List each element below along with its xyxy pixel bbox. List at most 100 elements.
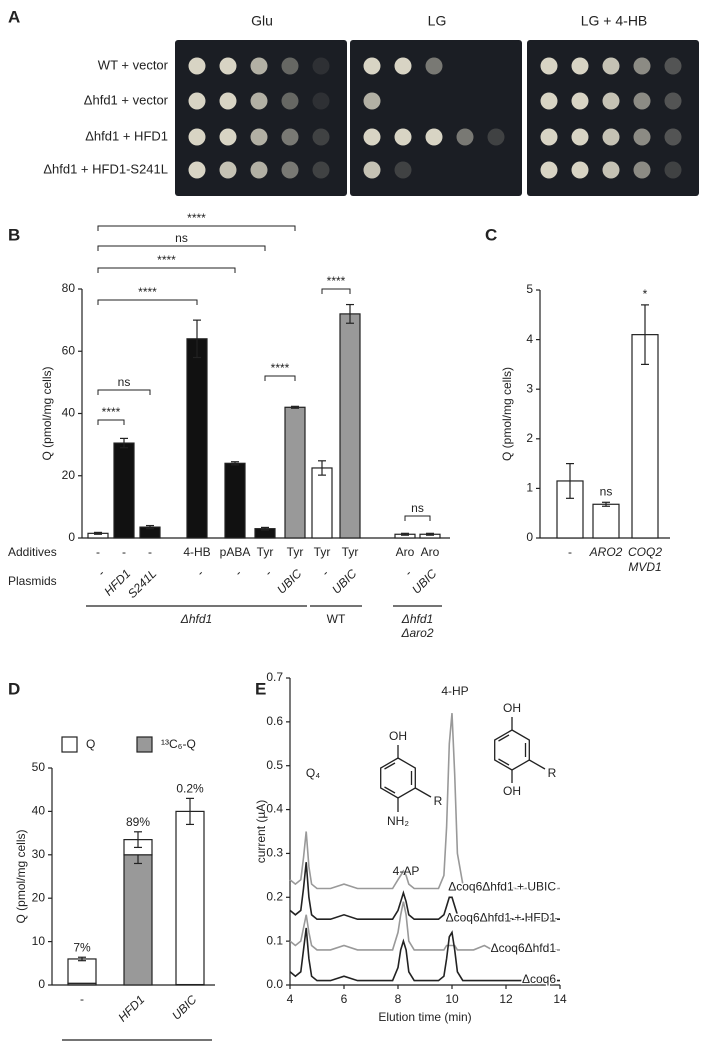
significance-label: **** <box>187 211 206 225</box>
plate <box>175 40 347 196</box>
significance-label: **** <box>157 253 176 267</box>
colony-spot <box>602 92 620 110</box>
trace <box>289 862 560 920</box>
significance-label: ns <box>600 484 613 498</box>
colony-spot <box>188 57 206 75</box>
y-tick-label: 0 <box>68 530 75 544</box>
additive-label: Tyr <box>314 545 331 559</box>
significance-bracket <box>97 299 198 305</box>
colony-spot <box>664 92 682 110</box>
bar <box>284 406 306 539</box>
structure-4-ap <box>380 717 546 812</box>
y-axis-label: Q (pmol/mg cells) <box>14 829 28 923</box>
additive-label: 4-HB <box>183 545 210 559</box>
y-tick-label: 2 <box>526 431 533 445</box>
colony-spot <box>312 57 330 75</box>
additive-label: - <box>148 545 152 559</box>
colony-spot <box>540 92 558 110</box>
y-tick-label: 20 <box>32 890 46 904</box>
colony-spot <box>281 92 299 110</box>
panel-label: E <box>255 679 266 698</box>
y-axis-label: Q (pmol/mg cells) <box>40 366 54 460</box>
trace-label: Δcoq6Δhfd1 <box>491 941 557 955</box>
colony-spot <box>312 92 330 110</box>
bar <box>186 338 208 539</box>
additive-label: - <box>96 545 100 559</box>
colony-spot <box>571 128 589 146</box>
colony-spot <box>602 57 620 75</box>
significance-bracket <box>321 288 351 294</box>
y-axis-label: Q (pmol/mg cells) <box>500 367 514 461</box>
significance-bracket <box>97 419 125 425</box>
bond <box>498 734 510 742</box>
y-tick-label: 0.3 <box>266 846 283 860</box>
y-tick-label: 0 <box>38 977 45 991</box>
colony-spot <box>250 92 268 110</box>
colony-spot <box>571 92 589 110</box>
colony-spot <box>602 161 620 179</box>
colony-spot <box>250 161 268 179</box>
colony-spot <box>363 57 381 75</box>
x-tick-label: S241L <box>125 566 159 600</box>
colony-spot <box>540 161 558 179</box>
bond <box>384 762 396 770</box>
atom-label: OH <box>389 729 407 743</box>
peak-label: 4-AP <box>393 864 420 878</box>
colony-spot <box>633 161 651 179</box>
additive-label: Aro <box>421 545 440 559</box>
colony-spot <box>425 57 443 75</box>
group-label: Δaro2 <box>400 626 433 640</box>
group-label: Δhfd1 <box>401 612 433 626</box>
percent-label: 89% <box>126 815 150 829</box>
x-tick-label: 6 <box>341 992 348 1006</box>
atom-label: OH <box>503 784 521 798</box>
strain-label: WT + vector <box>98 57 169 72</box>
colony-spot <box>312 128 330 146</box>
additive-label: pABA <box>220 545 251 559</box>
colony-spot <box>363 161 381 179</box>
colony-spot <box>664 128 682 146</box>
colony-spot <box>312 161 330 179</box>
bar <box>311 467 333 539</box>
colony-spot <box>188 128 206 146</box>
x-axis-label: Elution time (min) <box>378 1010 471 1024</box>
x-tick-label: UBIC <box>169 992 199 1022</box>
trace <box>289 927 560 982</box>
colony-spot <box>633 92 651 110</box>
trace-label: Δcoq6Δhfd1 + HFD1 <box>446 910 557 924</box>
bond <box>528 759 546 770</box>
condition-label: LG + 4-HB <box>581 13 648 29</box>
atom-label: R <box>434 794 443 808</box>
additive-label: - <box>122 545 126 559</box>
colony-spot <box>456 128 474 146</box>
bar <box>224 462 246 539</box>
colony-spot <box>540 128 558 146</box>
ring <box>380 757 416 799</box>
bar <box>592 503 620 539</box>
x-tick-label: 12 <box>499 992 513 1006</box>
bar-segment <box>175 810 205 986</box>
y-tick-label: 0.6 <box>266 714 283 728</box>
additive-label: Tyr <box>257 545 274 559</box>
y-tick-label: 40 <box>32 804 46 818</box>
colony-spot <box>281 128 299 146</box>
y-tick-label: 0 <box>526 530 533 544</box>
y-axis-label: current (µA) <box>254 800 268 864</box>
x-tick-label: - <box>194 566 207 579</box>
colony-spot <box>394 161 412 179</box>
strain-label: Δhfd1 + vector <box>84 92 169 107</box>
condition-label: LG <box>428 13 447 29</box>
legend-swatch <box>136 736 153 753</box>
bar <box>339 313 361 539</box>
additive-label: Tyr <box>287 545 304 559</box>
bond <box>498 758 510 766</box>
y-tick-label: 30 <box>32 847 46 861</box>
percent-label: 0.2% <box>176 782 204 796</box>
colony-spot <box>394 128 412 146</box>
percent-label: 7% <box>73 940 91 954</box>
y-tick-label: 20 <box>62 468 76 482</box>
bond <box>414 787 432 798</box>
colony-spot <box>188 92 206 110</box>
significance-bracket <box>264 375 296 381</box>
colony-spot <box>664 57 682 75</box>
